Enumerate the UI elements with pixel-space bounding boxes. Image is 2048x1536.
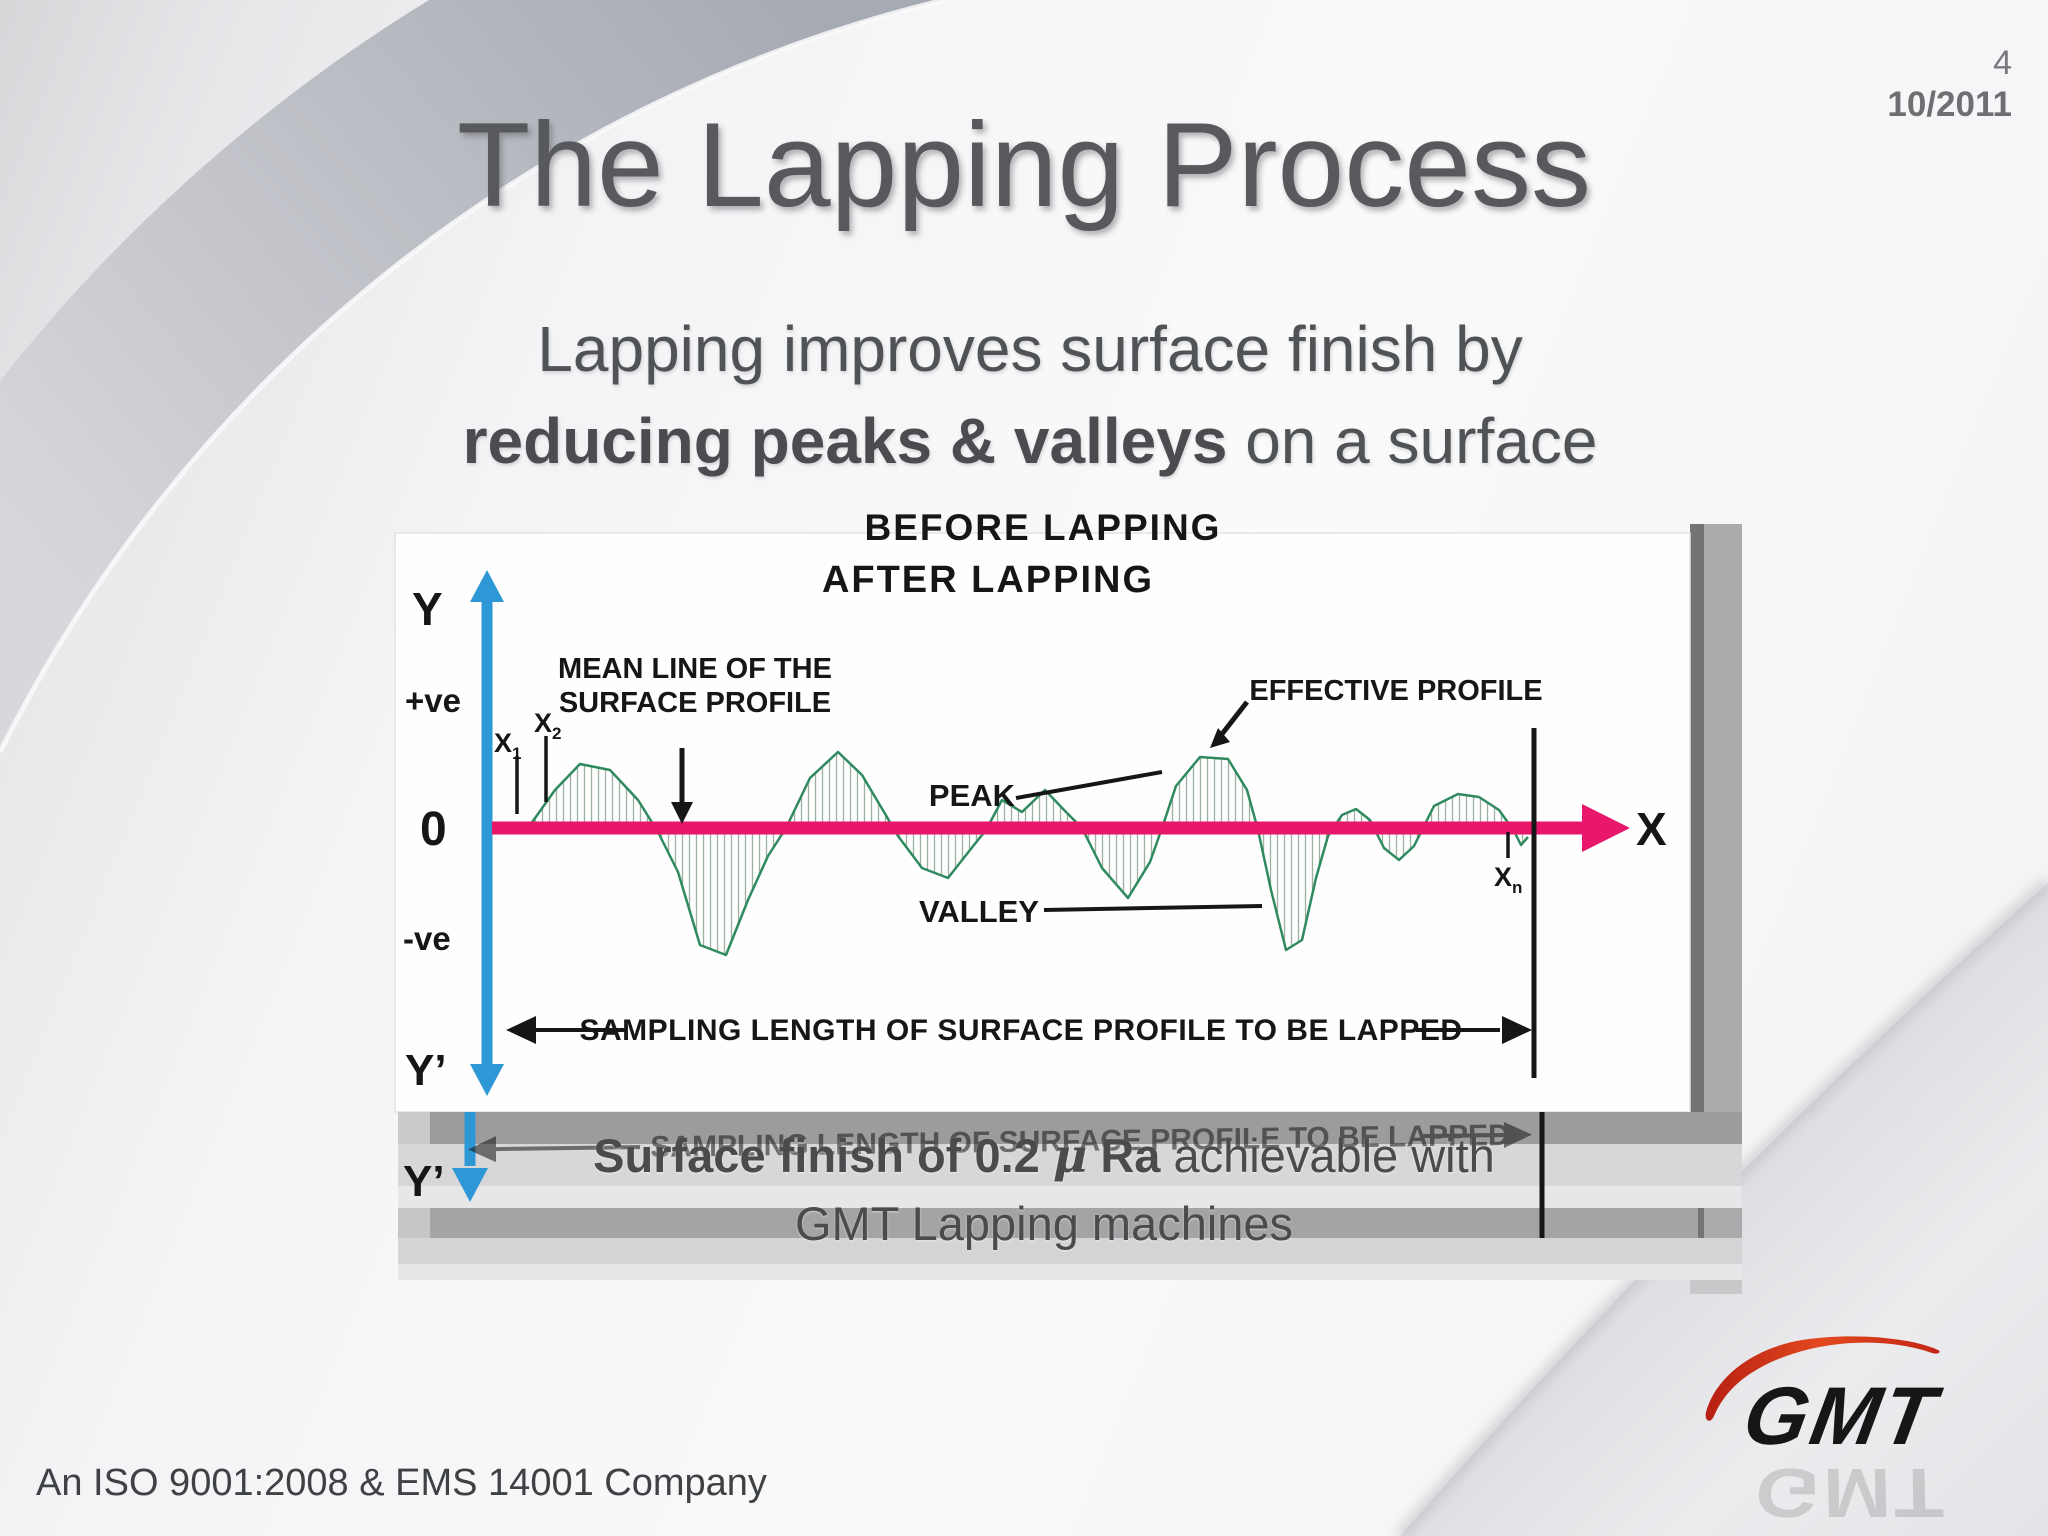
gmt-logo-reflection: GMT: [1747, 1453, 1958, 1531]
xn-label: Xn: [1494, 862, 1522, 897]
peak-pointer-line: [1015, 770, 1163, 800]
y-prime-ghost-label: Y’: [403, 1157, 445, 1206]
diagram-shadow-dark: [1690, 524, 1704, 1254]
caption: Surface finish of 0.2 μ Ra achievable wi…: [398, 1128, 1690, 1251]
ghost-bands: [398, 1112, 1742, 1280]
subtitle: Lapping improves surface finish by reduc…: [0, 312, 2048, 478]
x-axis-label: X: [1636, 803, 1667, 855]
x-axis-arrowhead: [1582, 804, 1630, 852]
valley-pointer-line: [1043, 904, 1263, 912]
mean-line-label-line2: SURFACE PROFILE: [559, 687, 831, 719]
effective-profile-label: EFFECTIVE PROFILE: [1249, 675, 1542, 707]
before-lapping-label: BEFORE LAPPING: [865, 507, 1222, 548]
topleft-swoosh-highlight: [0, 0, 945, 754]
page-title: The Lapping Process: [456, 98, 1592, 232]
mean-line-arrow: [671, 748, 693, 824]
after-lapping-label: AFTER LAPPING: [822, 559, 1154, 601]
y-axis-ghost: [452, 1112, 488, 1202]
caption-mu: μ: [1052, 1129, 1088, 1184]
subtitle-line2-bold: reducing peaks & valleys: [462, 405, 1228, 477]
footer-company-text: An ISO 9001:2008 & EMS 14001 Company: [36, 1462, 767, 1504]
surface-profile-fill: [528, 752, 1528, 955]
topleft-swoosh-band: [0, 0, 944, 752]
caption-bold-suffix: Ra: [1087, 1129, 1161, 1182]
y-axis-label: Y: [412, 583, 443, 635]
x2-label: X2: [534, 708, 561, 743]
gmt-logo: GMT GMT: [1705, 1336, 1958, 1531]
zero-label: 0: [420, 803, 447, 856]
x1-label: X1: [494, 728, 521, 763]
y-axis: [470, 570, 504, 1096]
y-prime-label: Y’: [405, 1046, 447, 1095]
sampling-label: SAMPLING LENGTH OF SURFACE PROFILE TO BE…: [580, 1014, 1463, 1047]
mean-line-label-line1: MEAN LINE OF THE: [558, 653, 832, 685]
gmt-logo-swoosh: [1705, 1336, 1940, 1421]
effective-profile-arrow: [1210, 700, 1249, 748]
x-axis-mean-line: [492, 804, 1630, 852]
lapping-diagram: SAMPLING LENGTH OF SURFACE PROFILE TO BE…: [394, 507, 1742, 1294]
caption-rest: achievable with: [1160, 1129, 1495, 1182]
caption-line1: Surface finish of 0.2 μ Ra achievable wi…: [398, 1128, 1690, 1184]
caption-bold-prefix: Surface finish of 0.2: [593, 1129, 1053, 1182]
peak-label: PEAK: [929, 778, 1016, 813]
subtitle-line2: reducing peaks & valleys on a surface: [0, 404, 2048, 478]
sampling-annotation: SAMPLING LENGTH OF SURFACE PROFILE TO BE…: [506, 1014, 1532, 1047]
page-number: 4: [1993, 44, 2012, 82]
slide-meta: 4 10/2011: [1887, 44, 2012, 125]
gmt-logo-text: GMT: [1737, 1370, 1948, 1462]
slide-date: 10/2011: [1887, 85, 2012, 124]
y-axis-arrowhead-down: [470, 1064, 504, 1096]
valley-label: VALLEY: [919, 894, 1039, 929]
plus-ve-label: +ve: [405, 682, 461, 719]
subtitle-line2-rest: on a surface: [1227, 405, 1598, 477]
minus-ve-label: -ve: [403, 920, 451, 957]
subtitle-line1: Lapping improves surface finish by: [537, 313, 1523, 385]
y-axis-arrowhead-up: [470, 570, 504, 602]
caption-line2: GMT Lapping machines: [794, 1197, 1294, 1250]
surface-profile-line: [526, 750, 1529, 957]
